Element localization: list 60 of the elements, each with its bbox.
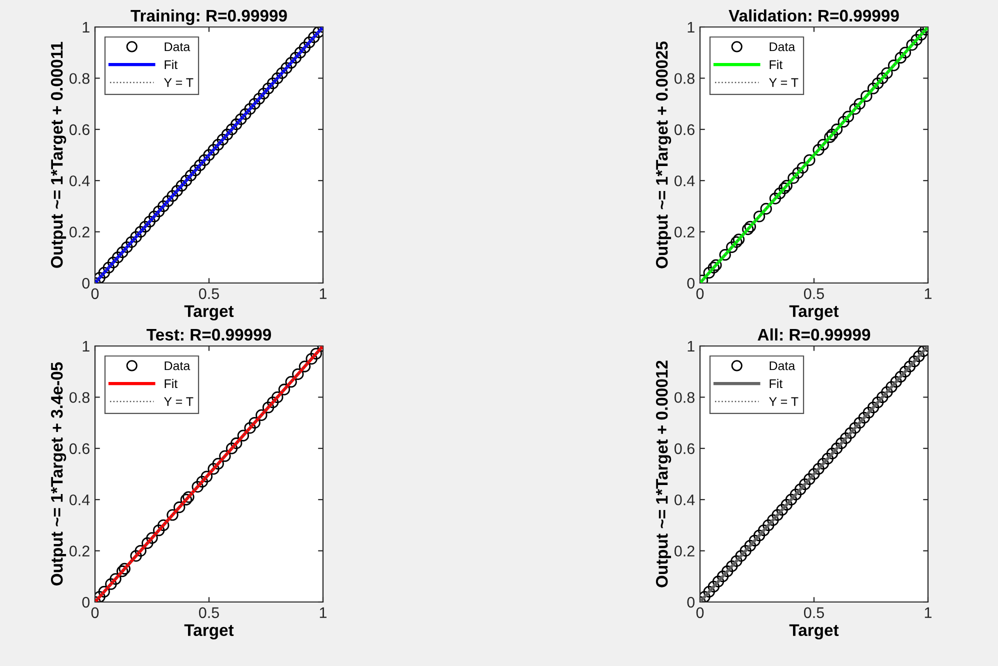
x-tick-label: 0.5 [804,288,824,300]
legend-label: Data [770,361,796,370]
y-tick-label: 0.2 [70,546,90,556]
x-axis-title: Target [789,624,839,640]
legend-label: Data [164,361,190,370]
y-tick-label: 0.2 [70,226,90,238]
x-tick-label: 1 [924,607,932,618]
x-tick-label: 0 [91,607,99,618]
y-tick-label: 1 [688,341,694,352]
chart-title: Validation: R=0.99999 [728,9,899,22]
legend-label: Fit [770,60,783,70]
x-tick-label: 1 [320,607,327,618]
y-tick-label: 0.8 [70,73,90,84]
y-tick-label: 0.8 [70,392,90,403]
x-tick-label: 0 [696,288,704,300]
y-tick-label: 0.8 [674,392,694,403]
x-axis-title: Target [184,305,234,320]
x-tick-label: 0 [91,288,99,300]
y-tick-label: 0 [82,278,90,289]
x-tick-label: 0.5 [804,607,824,618]
y-tick-label: 0 [82,596,90,608]
y-tick-label: 0.6 [674,124,694,136]
x-tick-label: 0.5 [198,607,219,618]
y-tick-label: 0.6 [70,443,90,454]
chart-title: Test: R=0.99999 [146,328,272,341]
x-tick-label: 0 [696,607,704,618]
y-tick-label: 1 [688,22,694,33]
x-tick-label: 0.5 [198,288,219,300]
x-tick-label: 1 [320,288,327,299]
y-tick-label: 0 [687,278,695,289]
y-axis-title: Output ~= 1*Target + 0.00011 [50,42,66,268]
y-axis-title: Output ~= 1*Target + 3.4e-05 [50,362,66,586]
x-axis-title: Target [184,624,234,640]
y-tick-label: 0.2 [674,226,694,238]
y-tick-label: 1 [82,341,90,352]
legend-label: Y = T [164,78,194,87]
legend-label: Fit [164,378,178,388]
y-tick-label: 0.2 [674,546,694,556]
legend-label: Data [164,42,190,52]
chart-title: All: R=0.99999 [758,328,870,341]
legend-label: Fit [164,60,178,70]
legend-label: Data [770,42,796,52]
legend-label: Y = T [164,397,194,406]
x-axis-title: Target [789,305,839,320]
y-tick-label: 0 [687,596,695,608]
x-tick-label: 1 [924,288,932,299]
legend-label: Y = T [769,78,798,87]
legend-label: Y = T [769,397,798,406]
y-tick-label: 0.8 [674,73,694,84]
y-axis-title: Output ~= 1*Target + 0.00012 [656,360,672,588]
y-tick-label: 0.4 [674,175,695,186]
chart-title: Training: R=0.99999 [130,9,287,25]
y-tick-label: 0.4 [674,494,695,506]
y-tick-label: 0.6 [674,443,694,454]
y-tick-label: 0.4 [70,494,90,506]
y-tick-label: 0.6 [70,124,90,136]
y-tick-label: 0.4 [70,175,90,186]
y-axis-title: Output ~= 1*Target + 0.00025 [656,41,672,268]
y-tick-label: 1 [82,22,90,33]
legend-label: Fit [770,378,783,388]
